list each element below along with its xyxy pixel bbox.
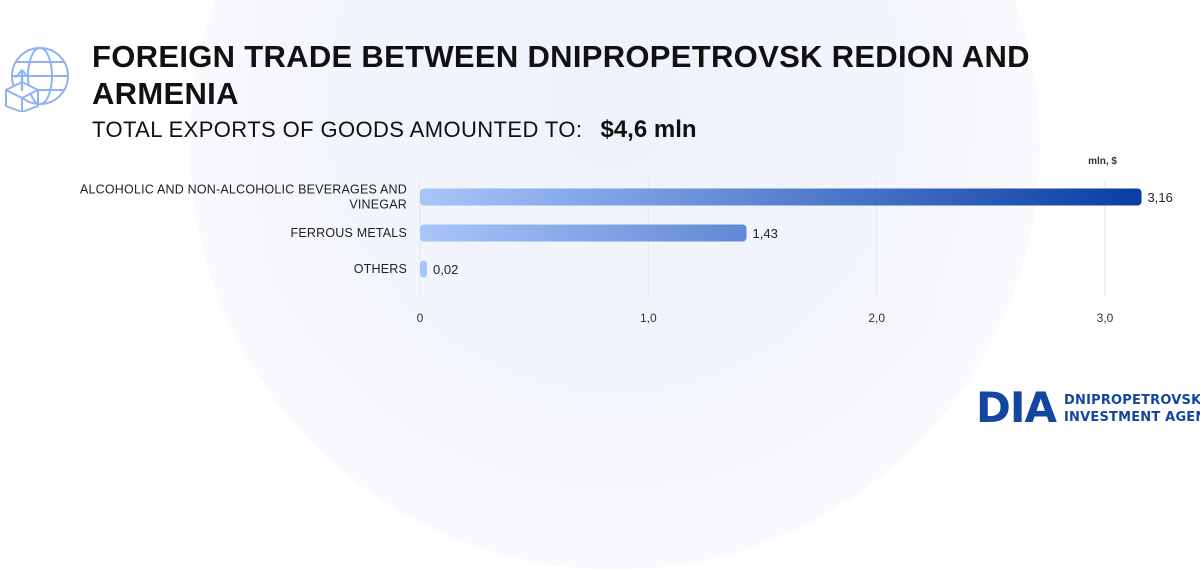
logo-line-1: DNIPROPETROVSK [1064,393,1200,408]
dia-logo: DIA DNIPROPETROVSK INVESTMENT AGENCY [976,383,1200,434]
bar-value-label: 1,43 [753,226,778,241]
bar [420,260,427,278]
category-label: OTHERS [354,262,407,276]
unit-label: mln, $ [1088,156,1117,167]
logo-mark: DIA [976,383,1057,432]
total-exports-value: $4,6 mln [600,116,697,143]
page-title: FOREIGN TRADE BETWEEN DNIPROPETROVSK RED… [92,39,1030,111]
bar-value-label: 0,02 [433,262,458,277]
globe-export-box-icon [2,44,70,113]
logo-line-2: INVESTMENT AGENCY [1064,410,1200,425]
bar [420,188,1142,206]
bar-chart: 0 1,0 2,0 3,0 mln, $ 3,16 ALCOHOLIC AND NON-AL… [80,156,1173,325]
logo-text: DNIPROPETROVSK INVESTMENT AGENCY [1064,392,1200,426]
category-label: ALCOHOLIC AND NON-ALCOHOLIC BEVERAGES AN… [80,183,407,197]
x-tick-label: 3,0 [1097,311,1114,325]
subtitle-label: TOTAL EXPORTS OF GOODS AMOUNTED TO: [92,117,583,142]
subtitle: TOTAL EXPORTS OF GOODS AMOUNTED TO: $4,6… [92,116,697,144]
bar-value-label: 3,16 [1148,190,1173,205]
x-tick-label: 1,0 [640,311,657,325]
category-label: VINEGAR [349,198,407,212]
bar [420,224,747,242]
x-tick-label: 0 [417,311,424,325]
x-tick-label: 2,0 [868,311,885,325]
category-label: FERROUS METALS [291,226,407,240]
